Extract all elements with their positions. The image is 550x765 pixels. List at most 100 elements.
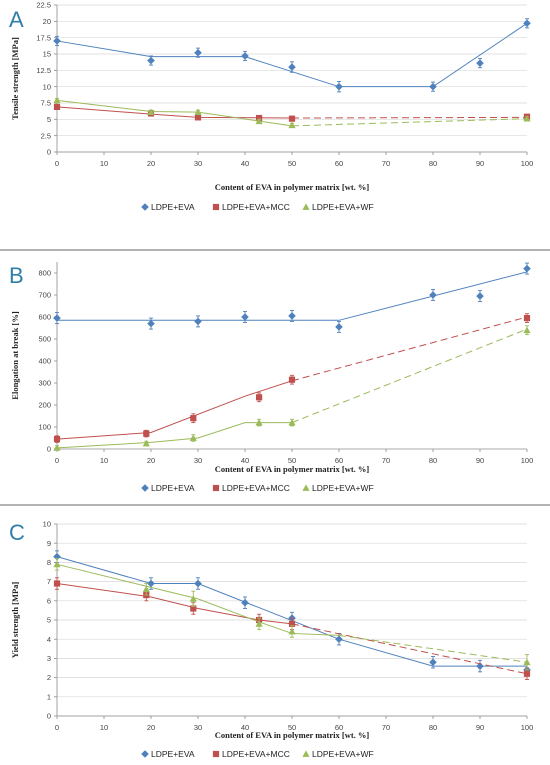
data-point <box>241 313 249 321</box>
data-point <box>53 96 61 104</box>
series-ldpe-eva-wf <box>53 558 531 671</box>
x-tick-label: 60 <box>335 159 343 168</box>
data-point <box>523 315 531 322</box>
x-tick-label: 80 <box>429 723 437 732</box>
series-ldpe-eva-mcc <box>53 313 531 443</box>
x-tick-label: 50 <box>288 456 296 465</box>
data-point <box>288 376 296 383</box>
trend-line-dashed <box>291 328 528 424</box>
series-ldpe-eva <box>53 18 531 93</box>
data-point <box>288 312 296 320</box>
trend-line-dashed <box>291 316 528 382</box>
x-tick-label: 80 <box>429 456 437 465</box>
legend-marker <box>212 203 220 211</box>
trend-line <box>56 22 528 88</box>
data-point <box>523 326 531 334</box>
x-tick-label: 70 <box>382 159 390 168</box>
y-tick-label: 17.5 <box>36 33 51 42</box>
data-point <box>194 108 202 116</box>
data-point <box>53 314 61 322</box>
data-point <box>476 59 484 67</box>
x-tick-label: 40 <box>241 456 249 465</box>
y-tick-label: 10 <box>43 520 51 529</box>
x-tick-label: 0 <box>55 159 59 168</box>
trend-line <box>56 422 292 449</box>
data-point <box>476 662 484 670</box>
legend-item: LDPE+EVA+WF <box>302 749 374 759</box>
legend-item: LDPE+EVA+WF <box>302 202 374 212</box>
legend-item: LDPE+EVA+WF <box>302 483 374 493</box>
trend-line-dashed <box>291 118 528 127</box>
data-point <box>53 560 61 568</box>
y-tick-label: 6 <box>47 596 51 605</box>
y-tick-label: 22.5 <box>36 1 51 10</box>
x-tick-label: 40 <box>241 723 249 732</box>
x-tick-label: 40 <box>241 159 249 168</box>
data-point <box>53 436 61 443</box>
y-tick-label: 7.5 <box>41 99 51 108</box>
data-point <box>194 317 202 326</box>
data-point <box>288 627 296 635</box>
chart-b: 0 100 200 300 400 500 600 700 800 0 10 20 30 40 50 60 70… <box>0 249 550 493</box>
legend-label: LDPE+EVA <box>151 202 195 212</box>
data-point <box>523 658 531 666</box>
x-axis-title: Content of EVA in polymer matrix [wt. %] <box>215 182 370 192</box>
data-point <box>255 419 263 426</box>
data-point <box>335 635 343 643</box>
legend-item: LDPE+EVA <box>141 202 195 212</box>
data-point <box>255 117 263 125</box>
legend-label: LDPE+EVA+WF <box>312 749 374 759</box>
data-point <box>429 658 437 667</box>
legend-label: LDPE+EVA <box>151 483 195 493</box>
y-tick-label: 7 <box>47 577 51 586</box>
trend-line <box>56 583 293 625</box>
x-tick-label: 100 <box>521 456 534 465</box>
legend-label: LDPE+EVA+MCC <box>222 483 290 493</box>
y-tick-label: 1 <box>47 692 51 701</box>
data-point <box>53 444 61 451</box>
x-tick-label: 90 <box>476 456 484 465</box>
series-ldpe-eva <box>53 262 531 333</box>
data-point <box>241 52 249 60</box>
legend-item: LDPE+EVA+MCC <box>212 202 290 212</box>
x-tick-label: 90 <box>476 159 484 168</box>
x-tick-label: 20 <box>147 723 155 732</box>
data-point <box>256 394 263 401</box>
x-tick-label: 30 <box>194 723 202 732</box>
legend-marker <box>212 484 220 492</box>
trend-line <box>56 106 293 119</box>
x-tick-label: 0 <box>55 723 59 732</box>
data-point <box>241 598 249 607</box>
trend-line <box>56 380 293 440</box>
legend: LDPE+EVA LDPE+EVA+MCC LDPE+EVA+WF <box>141 749 374 759</box>
legend-marker <box>302 484 310 491</box>
data-point <box>147 579 155 588</box>
y-tick-label: 2.5 <box>41 131 51 140</box>
y-tick-label: 400 <box>38 357 51 366</box>
y-tick-label: 0 <box>47 148 51 157</box>
x-tick-label: 80 <box>429 159 437 168</box>
panel-letter-a: A <box>9 7 24 32</box>
y-axis-title: Yield strength [MPa] <box>10 582 20 659</box>
x-tick-label: 0 <box>55 456 59 465</box>
data-point <box>288 620 296 627</box>
data-point <box>288 115 296 122</box>
data-point <box>190 605 197 612</box>
trend-line-dashed <box>338 634 528 663</box>
y-tick-label: 100 <box>38 423 51 432</box>
x-tick-label: 50 <box>288 723 296 732</box>
trend-line <box>56 556 527 667</box>
y-tick-label: 300 <box>38 379 51 388</box>
data-point <box>142 585 150 593</box>
data-point <box>147 56 155 65</box>
data-point <box>53 37 61 45</box>
x-tick-label: 10 <box>100 159 108 168</box>
x-tick-label: 10 <box>100 723 108 732</box>
legend: LDPE+EVA LDPE+EVA+MCC LDPE+EVA+WF <box>141 202 374 212</box>
y-tick-label: 12.5 <box>36 66 51 75</box>
y-tick-label: 10 <box>43 82 51 91</box>
data-point <box>194 579 202 588</box>
data-point <box>523 670 531 677</box>
series-ldpe-eva-wf <box>53 96 531 129</box>
